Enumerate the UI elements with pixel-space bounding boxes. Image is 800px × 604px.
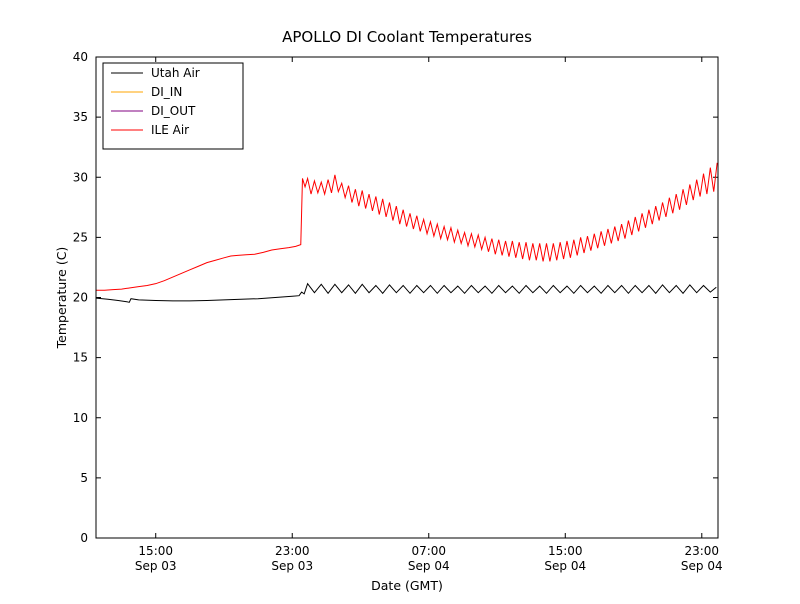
- y-tick-label: 15: [73, 351, 88, 365]
- legend-label-di-out: DI_OUT: [151, 104, 196, 118]
- x-tick-date-label: Sep 04: [544, 559, 586, 573]
- series-line-utah-air: [96, 282, 717, 303]
- x-axis-label: Date (GMT): [371, 578, 443, 593]
- x-tick-time-label: 15:00: [138, 544, 173, 558]
- x-tick-time-label: 15:00: [548, 544, 583, 558]
- legend-label-utah-air: Utah Air: [151, 66, 200, 80]
- y-tick-label: 0: [80, 531, 88, 545]
- y-tick-label: 35: [73, 110, 88, 124]
- legend-box: [102, 62, 244, 150]
- y-tick-label: 40: [73, 50, 88, 64]
- x-tick-date-label: Sep 04: [681, 559, 723, 573]
- x-tick-date-label: Sep 03: [135, 559, 177, 573]
- legend-label-ile-air: ILE Air: [151, 123, 189, 137]
- x-tick-time-label: 23:00: [275, 544, 310, 558]
- x-tick-time-label: 07:00: [411, 544, 446, 558]
- y-tick-label: 25: [73, 230, 88, 244]
- y-axis-label: Temperature (C): [54, 247, 69, 350]
- y-tick-label: 30: [73, 170, 88, 184]
- y-tick-label: 20: [73, 291, 88, 305]
- legend-label-di-in: DI_IN: [151, 85, 182, 99]
- x-tick-time-label: 23:00: [684, 544, 719, 558]
- chart-title: APOLLO DI Coolant Temperatures: [282, 28, 532, 46]
- y-tick-label: 10: [73, 411, 88, 425]
- series-line-ile-air: [96, 162, 718, 291]
- plot-area-border: [95, 56, 719, 539]
- x-tick-date-label: Sep 04: [408, 559, 450, 573]
- x-tick-date-label: Sep 03: [271, 559, 313, 573]
- y-tick-label: 5: [80, 471, 88, 485]
